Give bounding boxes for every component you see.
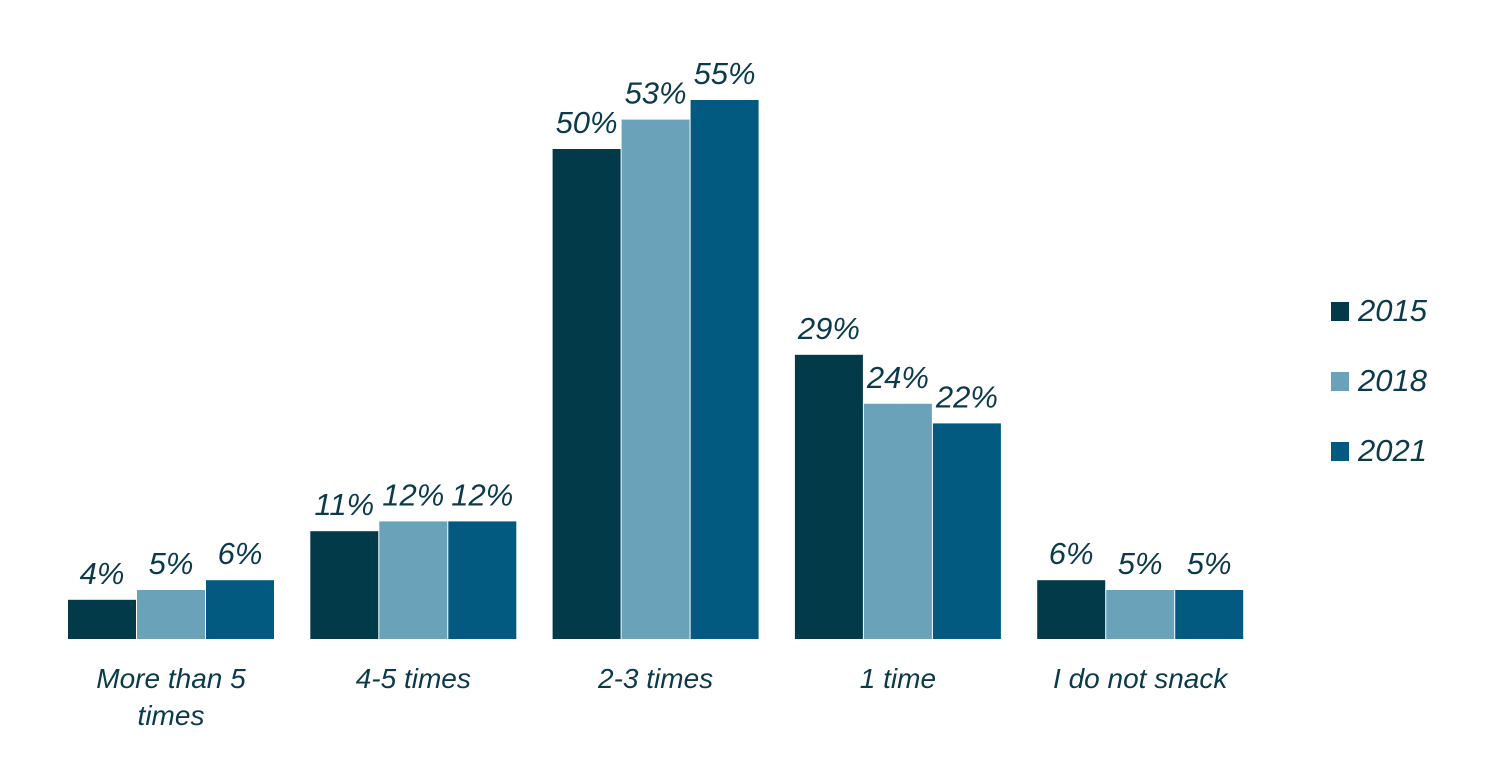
category-label: 1 time — [860, 663, 936, 694]
data-label: 12% — [451, 477, 513, 512]
legend-label: 2021 — [1357, 433, 1427, 468]
data-label: 6% — [218, 536, 263, 571]
legend-label: 2018 — [1357, 363, 1428, 398]
data-label: 50% — [556, 105, 618, 140]
bar-2021-1 — [448, 521, 517, 639]
legend-swatch-2015 — [1331, 302, 1349, 321]
data-label: 11% — [314, 487, 374, 522]
category-label: 2-3 times — [597, 663, 713, 694]
data-label: 55% — [694, 56, 756, 91]
bar-2021-3 — [932, 423, 1001, 639]
bar-2018-4 — [1106, 590, 1175, 639]
data-label: 22% — [935, 379, 998, 414]
legend-label: 2015 — [1357, 293, 1428, 328]
bar-2021-2 — [690, 100, 759, 639]
data-label: 5% — [1187, 546, 1232, 581]
data-label: 5% — [1118, 546, 1163, 581]
bar-2015-1 — [310, 531, 379, 639]
bar-2015-3 — [794, 354, 863, 639]
bar-2015-0 — [68, 599, 136, 639]
bar-2021-4 — [1175, 590, 1244, 639]
bar-2015-2 — [552, 149, 621, 639]
bar-2018-3 — [863, 403, 932, 639]
data-label: 29% — [797, 311, 860, 346]
data-label: 24% — [866, 360, 929, 395]
data-label: 12% — [382, 477, 444, 512]
data-label: 6% — [1049, 536, 1094, 571]
bar-2018-0 — [137, 590, 205, 639]
category-label: More than 5 — [96, 663, 246, 694]
data-label: 4% — [80, 556, 125, 591]
legend-swatch-2018 — [1331, 372, 1349, 391]
category-label: I do not snack — [1053, 663, 1229, 694]
legend-swatch-2021 — [1331, 442, 1349, 461]
bar-2021-0 — [206, 580, 274, 639]
bar-2015-4 — [1037, 580, 1106, 639]
data-label: 53% — [625, 76, 687, 111]
bar-2018-1 — [379, 521, 448, 639]
category-label: times — [138, 700, 205, 731]
data-label: 5% — [149, 546, 194, 581]
bar-2018-2 — [621, 119, 690, 640]
category-label: 4-5 times — [356, 663, 471, 694]
